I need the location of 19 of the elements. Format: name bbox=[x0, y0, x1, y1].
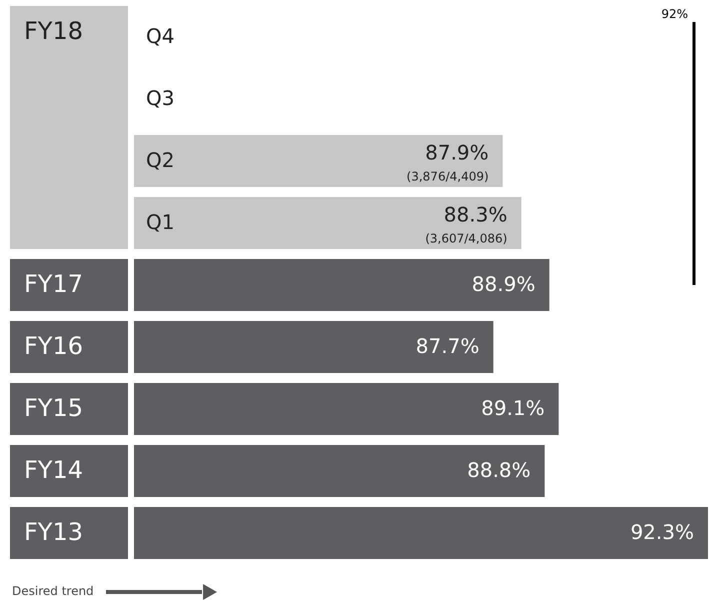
y-tick-label: Q3 bbox=[146, 86, 174, 110]
y-tick-label: FY16 bbox=[24, 332, 84, 360]
data-label: 88.9% bbox=[472, 272, 536, 296]
data-label: 87.7% bbox=[416, 334, 480, 358]
data-label: 89.1% bbox=[481, 396, 545, 420]
y-tick-label: FY14 bbox=[24, 456, 84, 484]
text: FY18 bbox=[24, 17, 84, 46]
y-tick-label: Q4 bbox=[146, 24, 174, 48]
y-tick-label: Q2 bbox=[146, 148, 174, 172]
ref-line-label: 92% bbox=[661, 7, 688, 21]
data-label: 88.8% bbox=[467, 458, 531, 482]
y-tick-label: FY17 bbox=[24, 270, 84, 298]
data-label: 92.3% bbox=[630, 520, 694, 544]
text: Desired trend bbox=[12, 584, 94, 598]
text: 87.9% (3,876/4,409) bbox=[406, 140, 489, 184]
y-tick-label: FY13 bbox=[24, 518, 84, 546]
y-tick-label: FY15 bbox=[24, 394, 84, 422]
text: 88.3% (3,607/4,086) bbox=[425, 202, 508, 246]
y-tick-label: Q1 bbox=[146, 210, 174, 234]
